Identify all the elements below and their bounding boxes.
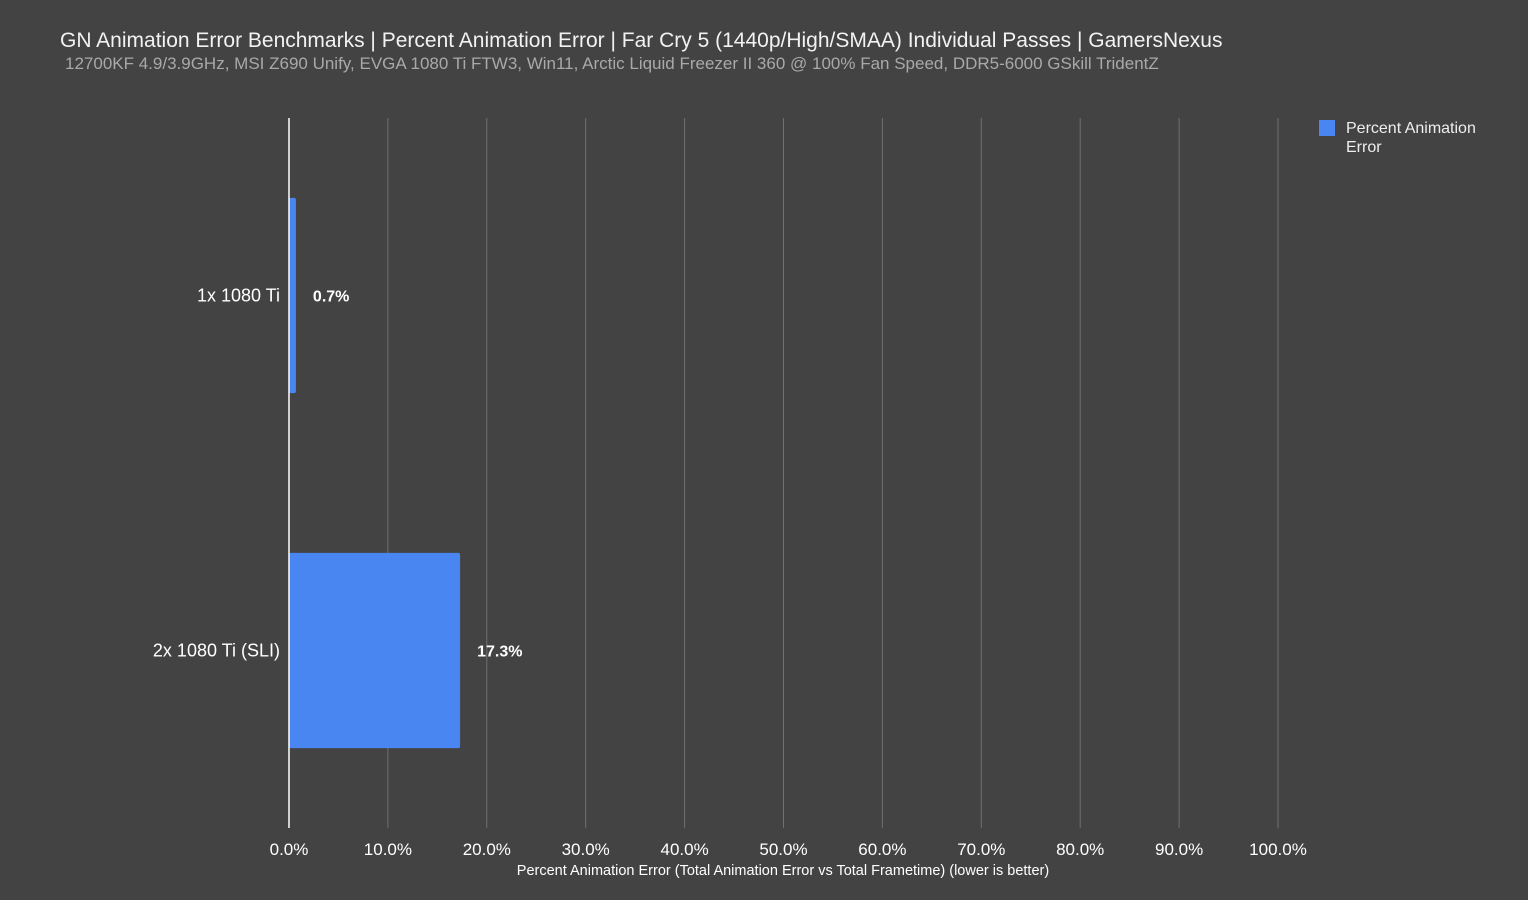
x-tick-label: 80.0%: [1056, 840, 1104, 859]
x-tick-labels: 0.0% 10.0% 20.0% 30.0% 40.0% 50.0% 60.0% 70.0% 8…: [270, 840, 1307, 859]
x-tick-label: 30.0%: [562, 840, 610, 859]
x-tick-label: 50.0%: [759, 840, 807, 859]
y-category-label: 2x 1080 Ti (SLI): [153, 641, 280, 661]
x-tick-label: 60.0%: [858, 840, 906, 859]
bars: [289, 197, 461, 749]
x-tick-label: 20.0%: [463, 840, 511, 859]
legend: Percent Animation Error: [1319, 119, 1496, 157]
x-axis-title: Percent Animation Error (Total Animation…: [517, 863, 1049, 879]
x-tick-label: 100.0%: [1249, 840, 1307, 859]
x-tick-label: 90.0%: [1155, 840, 1203, 859]
bar: [289, 197, 296, 394]
bar: [289, 552, 461, 749]
x-tick-label: 40.0%: [660, 840, 708, 859]
legend-label: Percent Animation Error: [1346, 120, 1476, 156]
data-label: 0.7%: [313, 289, 349, 306]
legend-swatch: [1319, 120, 1335, 136]
grid-lines: [387, 118, 1279, 828]
x-tick-label: 70.0%: [957, 840, 1005, 859]
y-category-label: 1x 1080 Ti: [197, 286, 280, 306]
chart-subtitle: 12700KF 4.9/3.9GHz, MSI Z690 Unify, EVGA…: [65, 54, 1159, 73]
x-tick-label: 10.0%: [364, 840, 412, 859]
data-labels: 0.7% 17.3%: [313, 289, 523, 661]
chart-title: GN Animation Error Benchmarks | Percent …: [60, 29, 1223, 52]
data-label: 17.3%: [477, 644, 522, 661]
x-tick-label: 0.0%: [270, 840, 309, 859]
y-category-labels: 1x 1080 Ti 2x 1080 Ti (SLI): [153, 286, 280, 661]
